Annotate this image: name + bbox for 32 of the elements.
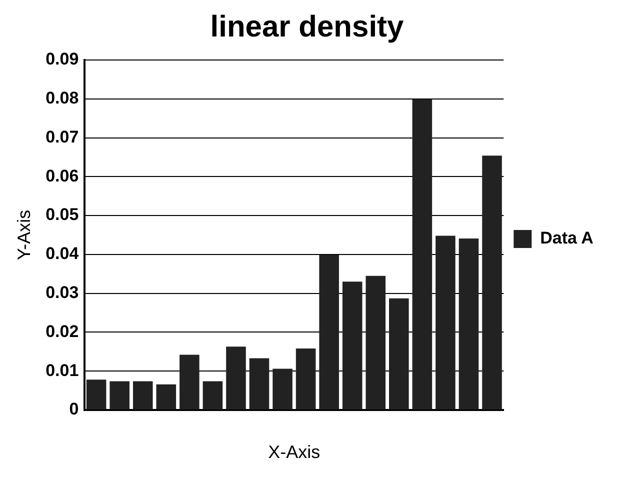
y-tick-label: 0.04: [46, 244, 80, 264]
y-tick-label: 0.01: [46, 360, 79, 380]
y-tick-label: 0: [69, 400, 79, 419]
bar: [319, 254, 339, 410]
y-tick-label: 0.03: [46, 283, 79, 302]
bar: [249, 358, 270, 410]
bar: [482, 156, 502, 410]
bar: [342, 282, 362, 410]
bar: [156, 384, 176, 410]
bar: [202, 381, 223, 410]
y-tick-label: 0.09: [46, 50, 79, 69]
bar: [296, 348, 316, 410]
bar: [458, 238, 479, 410]
bar: [389, 298, 409, 410]
bar: [132, 381, 153, 410]
bar: [110, 381, 130, 410]
y-tick-label: 0.06: [46, 166, 79, 186]
bar: [436, 236, 456, 410]
legend-label: Data A: [540, 228, 594, 248]
bar: [412, 99, 432, 410]
bar: [366, 276, 386, 410]
y-tick-label: 0.07: [46, 127, 79, 146]
bar: [180, 354, 200, 410]
y-tick-label: 0.08: [46, 88, 79, 108]
bar: [272, 368, 292, 410]
bar: [86, 380, 106, 410]
y-axis-title: Y-Axis: [14, 210, 34, 260]
x-axis-title: X-Axis: [268, 442, 320, 462]
y-tick-label: 0.02: [46, 322, 79, 341]
chart-title: linear density: [210, 10, 404, 44]
bar: [226, 346, 246, 410]
y-tick-label: 0.05: [46, 205, 79, 224]
